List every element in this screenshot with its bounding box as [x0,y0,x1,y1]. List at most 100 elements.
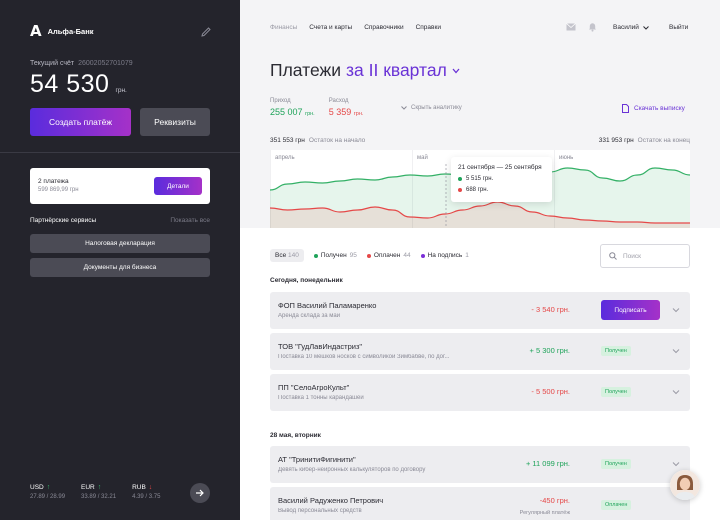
divider [0,152,240,153]
transaction-amount: + 11 099 грн. [525,459,570,468]
rate-values: 27.89 / 28.99 [30,494,66,500]
transaction-row[interactable]: АТ "ТринитиФигинити" Девять кибер-нейрон… [270,446,690,483]
expense-currency: грн. [353,111,364,117]
sign-button[interactable]: Подписать [601,300,660,320]
expense-stat: Расход 5 359 грн. [329,98,364,117]
period-selector[interactable]: за II квартал [345,60,447,80]
filter-all-count: 140 [288,252,299,259]
transaction-row[interactable]: ТОВ "ГудЛавИндастриз" Поставка 10 мешков… [270,333,690,370]
rate-currency: EUR [81,484,95,491]
bank-logo[interactable]: А Альфа-Банк [30,24,93,39]
filter-received[interactable]: Получен 95 [313,252,357,259]
business-docs-button[interactable]: Документы для бизнеса [30,258,210,277]
page-title: Платежи за II квартал [270,60,460,81]
nav-directories[interactable]: Справочники [364,24,404,31]
recurring-label: Регулярный платёж [519,510,570,516]
requisites-button[interactable]: Реквизиты [140,108,210,136]
search-icon [609,252,617,260]
red-dot-icon [366,253,371,258]
nav-finances[interactable]: Финансы [270,24,298,31]
tax-declaration-button[interactable]: Налоговая декларация [30,234,210,253]
rate-values: 33.89 / 32.21 [81,494,117,500]
support-agent-icon [670,470,700,500]
partners-header: Партнёрские сервисы Показать все [30,217,210,224]
status-badge: Получен [601,387,631,397]
start-amount: 351 553 грн [270,137,305,144]
create-payment-button[interactable]: Создать платёж [30,108,131,136]
balance-chart[interactable]: апрель май июнь [270,150,690,230]
balance-end: 331 953 грн Остаток на конец [599,137,690,144]
tooltip-income: 5 515 грн. [458,176,493,182]
transaction-subtitle: Аренда склада за май [278,313,341,319]
status-badge: Получен [601,459,631,469]
end-amount: 331 953 грн [598,137,634,144]
bell-icon[interactable] [588,22,597,32]
user-name: Василий [613,24,639,31]
transaction-row[interactable]: Василий Радуженко Петрович Вывод персона… [270,487,690,520]
income-label: Приход [270,98,291,104]
tooltip-expense: 688 грн. [458,187,488,193]
green-dot-icon [458,177,462,181]
bank-name: Альфа-Банк [47,27,94,36]
day-header-today: Сегодня, понедельник [270,277,343,284]
support-avatar[interactable] [670,470,700,500]
tooltip-expense-value: 688 грн. [466,187,489,193]
edit-icon[interactable] [200,26,212,38]
arrow-right-icon [196,489,204,497]
transaction-subtitle: Поставка 1 тонны карандашей [278,395,364,401]
chevron-down-icon[interactable] [452,68,460,74]
filter-to-sign[interactable]: На подпись 1 [420,252,469,259]
download-statement-link[interactable]: Скачать выписку [622,104,685,113]
chevron-down-icon[interactable] [672,347,680,355]
search-input[interactable]: Поиск [600,244,690,268]
rate-usd: USD ↑ 27.89 / 28.99 [30,484,65,500]
mail-icon[interactable] [566,23,576,31]
rate-currency: USD [30,484,44,491]
transaction-row[interactable]: ПП "СелоАгроКульт" Поставка 1 тонны кара… [270,374,690,411]
account-number: 26002052701079 [78,60,133,67]
transaction-title: ТОВ "ГудЛавИндастриз" [278,342,363,351]
status-filters: Все 140 Получен 95 Оплачен 44 На подпись… [270,249,469,262]
transaction-title: ФОП Василий Паламаренко [278,301,377,310]
status-badge: Оплачен [601,500,632,510]
filter-all[interactable]: Все 140 [270,249,304,262]
transaction-row[interactable]: ФОП Василий Паламаренко Аренда склада за… [270,292,690,329]
balance-currency: грн. [115,87,127,94]
document-icon [622,104,629,113]
logout-link[interactable]: Выйти [669,24,689,31]
pending-amount: 599 869,99 грн [38,187,79,193]
filter-paid-count: 44 [403,252,411,259]
arrow-right-button[interactable] [190,483,210,503]
exchange-rates: USD ↑ 27.89 / 28.99 EUR ↑ 33.89 / 32.21 RU… [30,484,160,500]
show-all-link[interactable]: Показать все [170,217,210,224]
chevron-down-icon[interactable] [672,306,680,314]
expense-label: Расход [328,98,349,104]
summary-stats: Приход 255 007 грн. Расход 5 359 грн. [270,98,363,117]
purple-dot-icon [420,253,425,258]
filter-paid[interactable]: Оплачен 44 [366,252,411,259]
transaction-amount: + 5 300 грн. [529,346,570,355]
hide-analytics-label: Скрыть аналитику [411,105,462,111]
day-header-may: 28 мая, вторник [270,432,321,439]
nav-statements[interactable]: Справки [415,24,441,31]
chevron-down-icon[interactable] [672,460,680,468]
hide-analytics-link[interactable]: Скрыть аналитику [401,105,462,111]
x-tick-label: июнь [559,155,573,161]
chevron-down-icon[interactable] [672,388,680,396]
nav-accounts[interactable]: Счета и карты [309,24,353,31]
top-nav: Финансы Счета и карты Справочники Справк… [270,24,441,31]
arrow-down-icon: ↓ [148,484,153,491]
pending-count: 2 платежа [38,178,69,185]
top-icons [566,22,597,32]
series-area [270,202,690,230]
page-title-text: Платежи [270,60,341,80]
income-value: 255 007 [270,107,303,117]
user-menu[interactable]: Василий [613,24,649,31]
red-dot-icon [458,188,462,192]
x-tick-label: апрель [275,155,295,161]
alfa-logo-icon: А [30,22,42,40]
details-button[interactable]: Детали [154,177,202,195]
series-line [270,201,690,224]
x-tick-label: май [417,154,428,161]
tooltip-income-value: 5 515 грн. [466,176,494,182]
